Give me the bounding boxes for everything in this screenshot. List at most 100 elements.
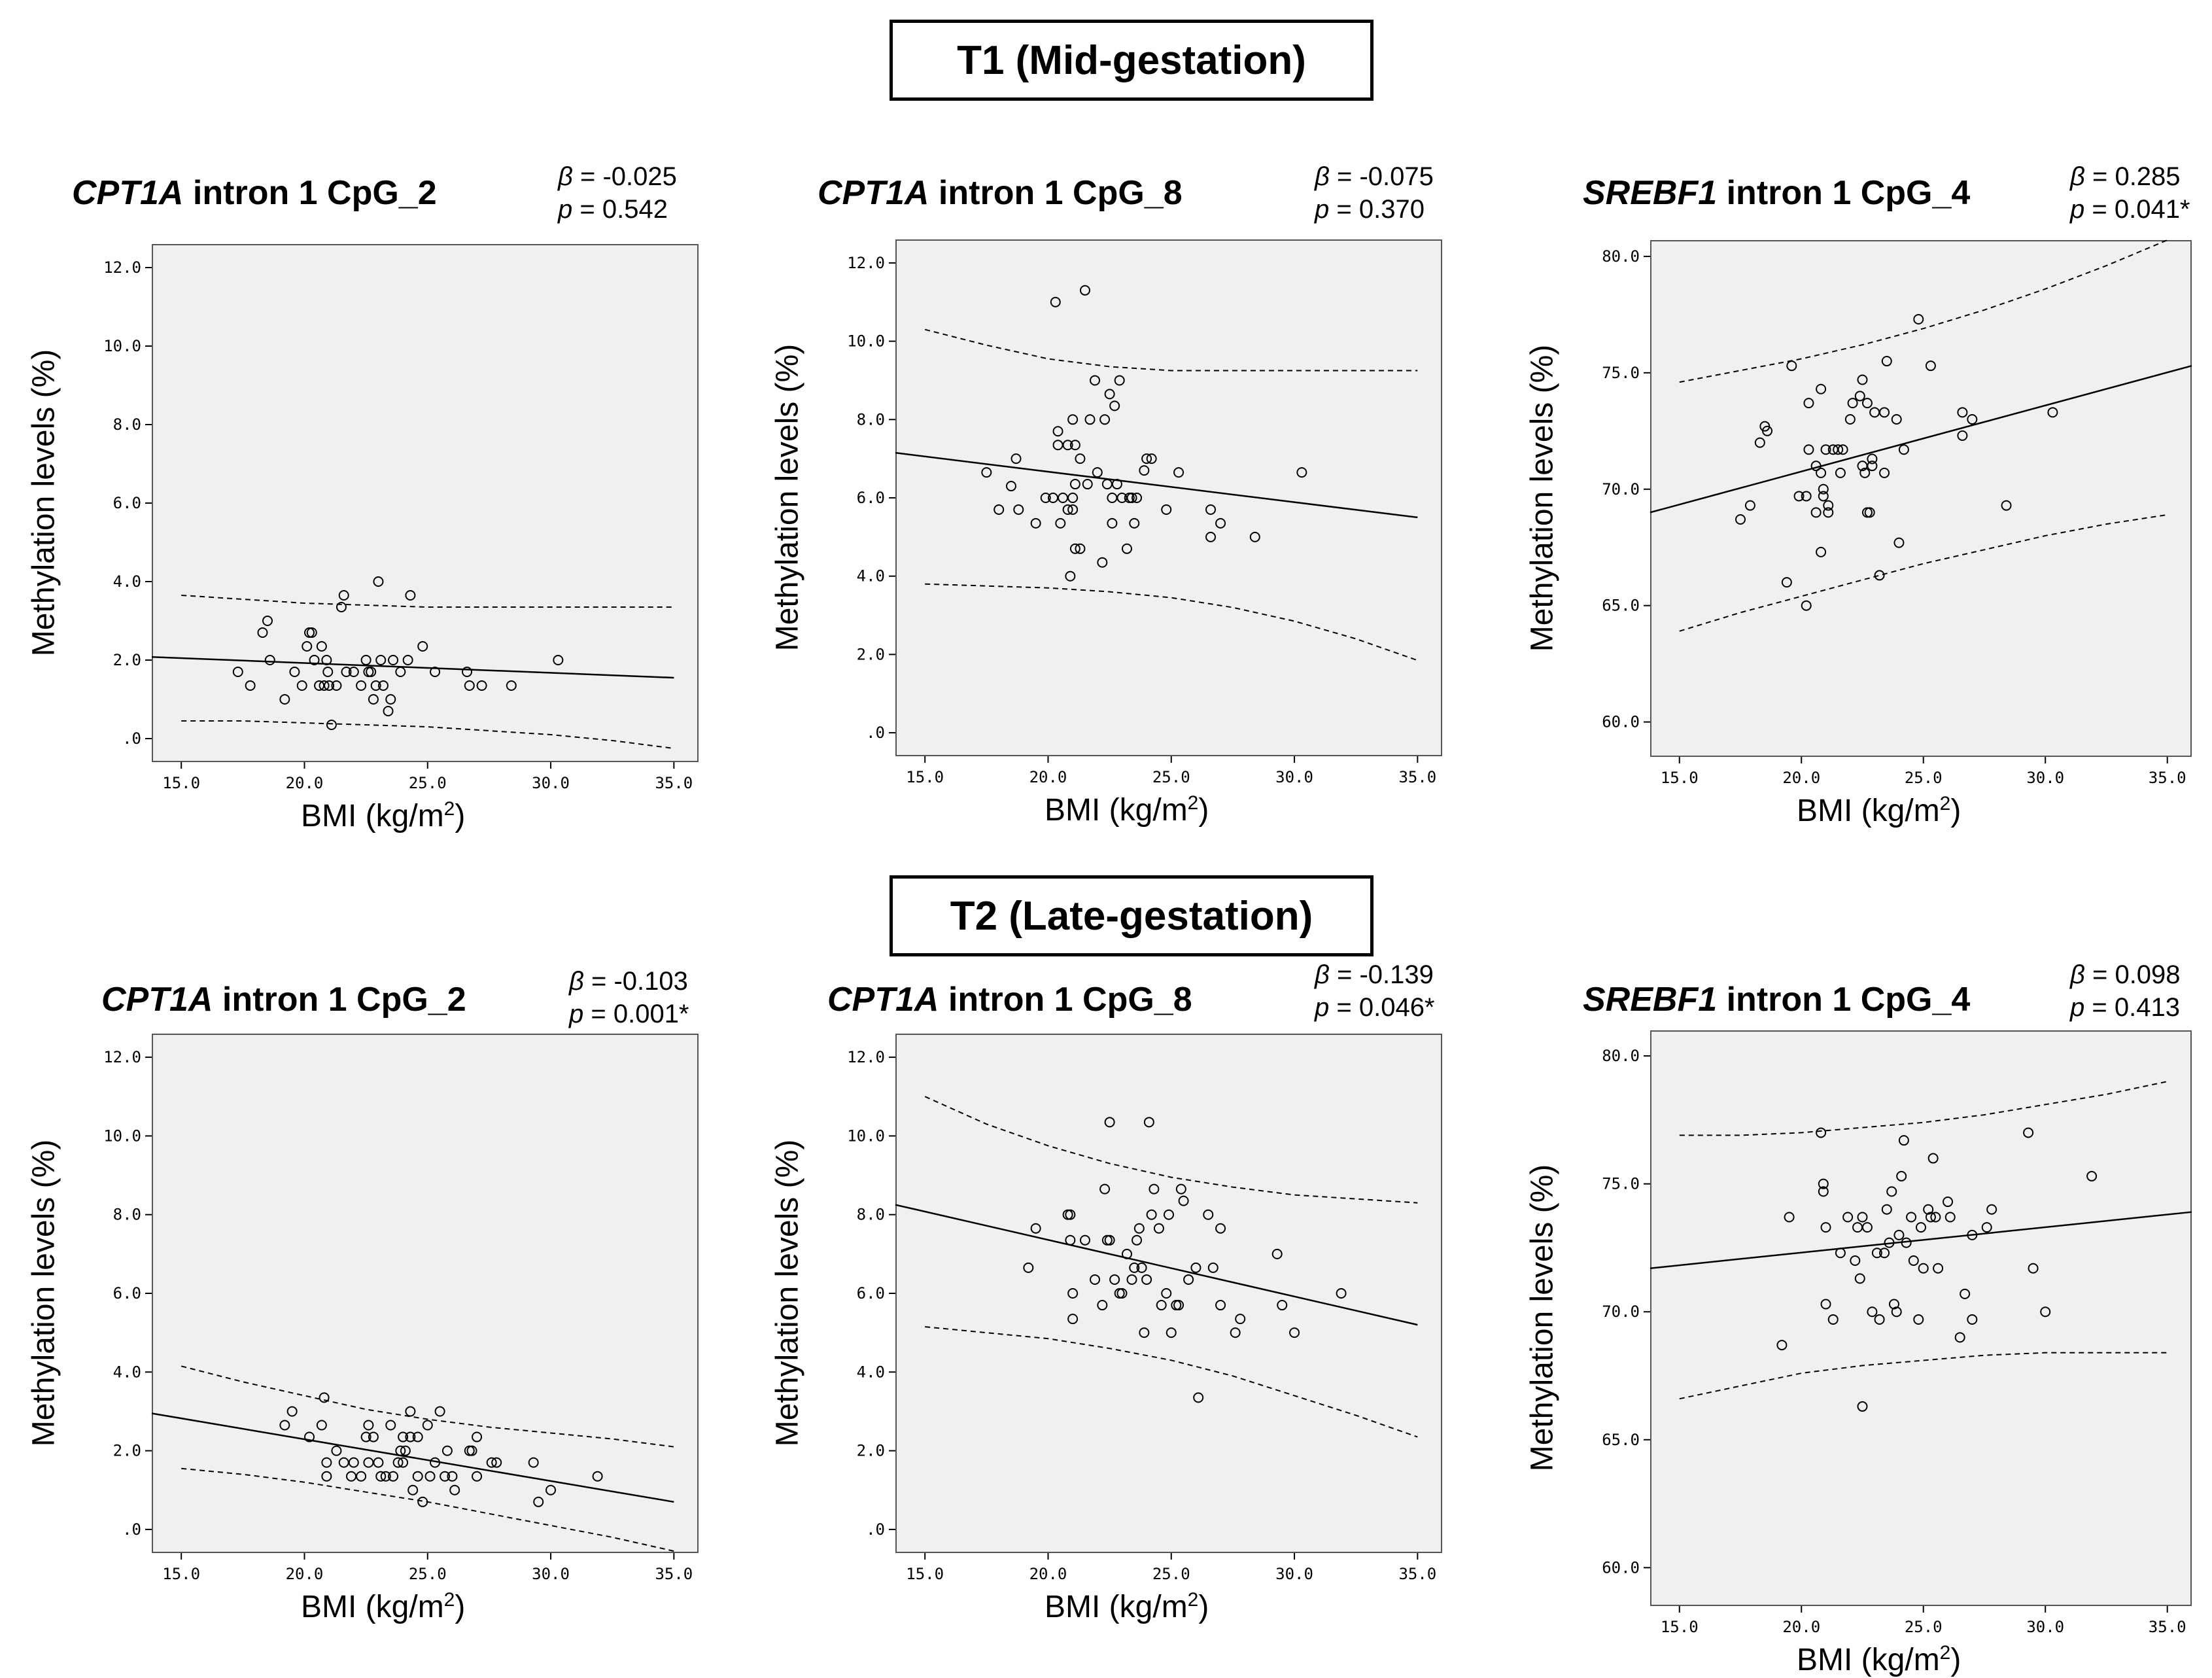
panel-5-beta-value: = -0.139 — [1329, 960, 1434, 989]
panel-1-data-point — [430, 667, 441, 677]
panel-4-y-tick-label: 8.0 — [113, 1206, 141, 1224]
panel-6-data-point — [1891, 1306, 1902, 1318]
panel-6-data-point — [2086, 1170, 2098, 1181]
panel-3-p-symbol: p — [2070, 195, 2085, 224]
panel-5-data-point — [1164, 1209, 1174, 1220]
panel-2-y-tick-label: 12.0 — [847, 254, 885, 272]
panel-5-ci-lower-line — [925, 1326, 1418, 1438]
panel-2-data-point — [1109, 400, 1120, 411]
panel-6-data-point — [1925, 1212, 1936, 1223]
panel-2-data-point — [1205, 504, 1217, 515]
panel-6-data-point — [1827, 1314, 1839, 1325]
panel-2-x-tick-label: 30.0 — [1275, 768, 1313, 786]
panel-1-data-point — [338, 590, 349, 601]
panel-6-data-point — [1954, 1332, 1965, 1343]
panel-1-data-point — [360, 655, 372, 665]
panel-5-data-point — [1277, 1300, 1288, 1311]
panel-4-beta-symbol: β — [569, 967, 584, 996]
panel-5-stats: β = -0.139 p = 0.046* — [1315, 958, 1435, 1024]
panel-1-data-point — [289, 667, 300, 677]
panel-3-y-tick-label: 65.0 — [1602, 597, 1640, 615]
panel-3-pvalue: p = 0.041* — [2070, 193, 2190, 226]
panel-5-data-point — [1109, 1274, 1120, 1285]
panel-1-x-axis-label-sup: 2 — [443, 798, 455, 820]
panel-3-data-point — [1835, 467, 1846, 478]
panel-2-title-rest: intron 1 CpG_8 — [929, 174, 1183, 212]
panel-1-data-point — [462, 667, 473, 677]
panel-1-data-point — [395, 667, 406, 677]
panel-5-data-point — [1166, 1327, 1177, 1338]
panel-2-data-point — [1107, 517, 1118, 529]
panel-1-data-point — [375, 655, 387, 665]
panel-1-data-point — [326, 720, 337, 730]
panel-1-beta: β = -0.025 — [558, 160, 677, 193]
panel-5-data-point — [1161, 1288, 1172, 1299]
panel-6-data-point — [1874, 1314, 1885, 1325]
panel-2-y-tick-label: .0 — [866, 724, 885, 742]
panel-2-data-point — [1075, 453, 1086, 464]
panel-2-x-axis-label-main: BMI (kg/m — [1045, 793, 1188, 828]
panel-1-data-point — [324, 680, 335, 691]
panel-6-data-point — [1916, 1222, 1926, 1233]
panel-4-stats: β = -0.103 p = 0.001* — [569, 965, 689, 1030]
panel-6-title-gene: SREBF1 — [1583, 981, 1718, 1019]
panel-6-data-point — [1881, 1204, 1892, 1215]
panel-5-data-point — [1136, 1262, 1147, 1273]
panel-4-data-point — [449, 1484, 460, 1495]
panel-1-y-axis-label: Methylation levels (%) — [26, 349, 61, 657]
panel-6-fit-line — [1650, 1211, 2192, 1269]
panel-4-data-point — [491, 1457, 502, 1468]
panel-6-y-tick-label: 65.0 — [1602, 1431, 1640, 1449]
panel-5-x-axis-label: BMI (kg/m2) — [1045, 1589, 1209, 1625]
panel-4-data-point — [363, 1420, 374, 1431]
panel-5-data-point — [1153, 1223, 1164, 1234]
panel-6-data-point — [1884, 1237, 1895, 1248]
panel-2-data-point — [1050, 296, 1061, 307]
panel-4-data-point — [316, 1420, 327, 1431]
panel-4-data-point — [466, 1445, 477, 1456]
panel-4-data-point — [380, 1471, 391, 1482]
panel-2-data-point — [1075, 543, 1086, 554]
panel-2-scatter-svg: .0 2.0 4.0 6.0 8.0 10.0 12.0 15.0 20.0 25.0 30.0 35… — [847, 254, 1436, 786]
panel-4-data-point — [440, 1471, 451, 1482]
panel-1-y-tick-label: .0 — [122, 729, 141, 748]
panel-5-pvalue: p = 0.046* — [1315, 991, 1435, 1024]
panel-5-title-gene: CPT1A — [827, 981, 939, 1019]
panel-1-ci-upper-line — [181, 595, 674, 608]
panel-2-y-tick-label: 2.0 — [857, 645, 885, 663]
panel-3-title-rest: intron 1 CpG_4 — [1717, 174, 1971, 212]
panel-3-data-point — [1803, 444, 1814, 455]
panel-3-x-axis-label: BMI (kg/m2) — [1797, 793, 1961, 829]
panel-5-data-point — [1141, 1274, 1152, 1285]
panel-4-y-tick-label: 12.0 — [103, 1048, 141, 1066]
panel-2-data-point — [1139, 465, 1150, 476]
panel-5-data-point — [1190, 1262, 1201, 1273]
panel-3-ci-upper-line — [1679, 239, 2168, 383]
panel-1-beta-symbol: β — [558, 162, 573, 191]
panel-3-data-point — [1844, 414, 1856, 425]
panel-2-data-point — [1099, 414, 1111, 425]
panel-3-data-point — [1786, 360, 1797, 372]
panel-1-data-point — [366, 667, 377, 677]
panel-6-data-point — [1867, 1306, 1878, 1318]
panel-4-x-tick-label: 15.0 — [162, 1565, 200, 1583]
panel-3-data-point — [1957, 407, 1968, 418]
panel-2-data-point — [1107, 493, 1118, 503]
panel-2-beta-symbol: β — [1315, 162, 1330, 191]
panel-4-data-point — [434, 1406, 445, 1417]
panel-1-x-axis-label-main: BMI (kg/m — [301, 799, 444, 833]
panel-3-data-point — [1925, 360, 1936, 372]
panel-1-data-point — [302, 641, 313, 652]
panel-1-x-tick-label: 25.0 — [409, 774, 447, 792]
panel-6-data-point — [1879, 1248, 1890, 1259]
panel-6-data-point — [1820, 1222, 1831, 1233]
panel-6-data-point — [1901, 1237, 1912, 1248]
panel-6-data-point — [2023, 1127, 2034, 1138]
panel-4-data-point — [528, 1457, 539, 1468]
panel-6-beta-value: = 0.098 — [2084, 960, 2181, 989]
panel-2-data-point — [1058, 493, 1069, 503]
panel-6-data-point — [1933, 1263, 1944, 1274]
panel-4-data-point — [363, 1457, 374, 1468]
section-title-t1-label: T1 (Mid-gestation) — [957, 37, 1306, 83]
panel-4-data-point — [407, 1484, 419, 1495]
